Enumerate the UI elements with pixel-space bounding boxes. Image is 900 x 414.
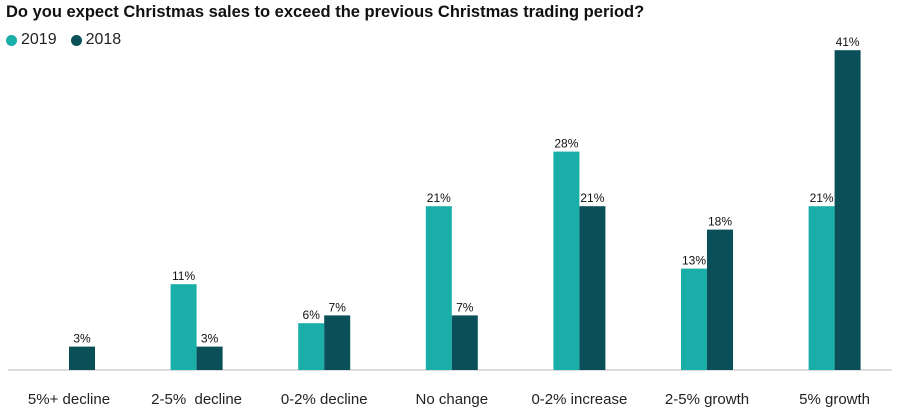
bar-2018-6 bbox=[834, 50, 861, 370]
data-label-2018-5: 18% bbox=[708, 215, 732, 229]
category-label-2: 0-2% decline bbox=[281, 391, 368, 408]
legend-swatch-2018 bbox=[70, 34, 82, 46]
category-label-1: 2-5% decline bbox=[151, 391, 242, 408]
bar-2019-1 bbox=[170, 284, 197, 370]
bar-2018-0 bbox=[69, 346, 95, 370]
data-label-2019-6: 21% bbox=[810, 191, 834, 205]
category-label-6: 5% growth bbox=[799, 391, 870, 408]
category-label-5: 2-5% growth bbox=[665, 391, 749, 408]
data-label-2019-3: 21% bbox=[427, 191, 451, 205]
bar-2018-4 bbox=[579, 206, 606, 370]
legend-item-2018: 2018 bbox=[70, 31, 122, 49]
bar-2018-3 bbox=[451, 315, 478, 370]
category-label-0: 5%+ decline bbox=[28, 391, 110, 408]
bar-2018-2 bbox=[324, 315, 351, 370]
data-label-2018-1: 3% bbox=[201, 332, 219, 346]
bar-2019-6 bbox=[808, 206, 835, 370]
legend: 2019 2018 bbox=[6, 31, 135, 49]
data-label-2018-6: 41% bbox=[836, 35, 860, 49]
legend-item-2019: 2019 bbox=[6, 31, 57, 49]
bar-2019-2 bbox=[298, 323, 325, 370]
bar-2018-5 bbox=[707, 229, 733, 370]
bar-2019-4 bbox=[553, 151, 580, 370]
bar-2019-3 bbox=[425, 206, 452, 370]
data-label-2018-4: 21% bbox=[580, 191, 604, 205]
category-label-4: 0-2% increase bbox=[531, 391, 627, 408]
bar-2019-5 bbox=[681, 268, 707, 370]
data-label-2018-3: 7% bbox=[456, 300, 474, 314]
legend-label-2019: 2019 bbox=[21, 31, 57, 48]
data-label-2019-2: 6% bbox=[303, 308, 321, 322]
data-label-2019-5: 13% bbox=[682, 254, 706, 268]
data-label-2019-1: 11% bbox=[172, 269, 195, 283]
data-label-2018-2: 7% bbox=[329, 300, 347, 314]
bar-2018-1 bbox=[196, 346, 223, 370]
chart-title: Do you expect Christmas sales to exceed … bbox=[6, 3, 645, 21]
data-label-2018-0: 3% bbox=[73, 332, 91, 346]
legend-label-2018: 2018 bbox=[85, 31, 122, 48]
category-label-3: No change bbox=[416, 391, 489, 408]
data-label-2019-4: 28% bbox=[554, 137, 578, 151]
legend-swatch-2019 bbox=[6, 34, 17, 46]
